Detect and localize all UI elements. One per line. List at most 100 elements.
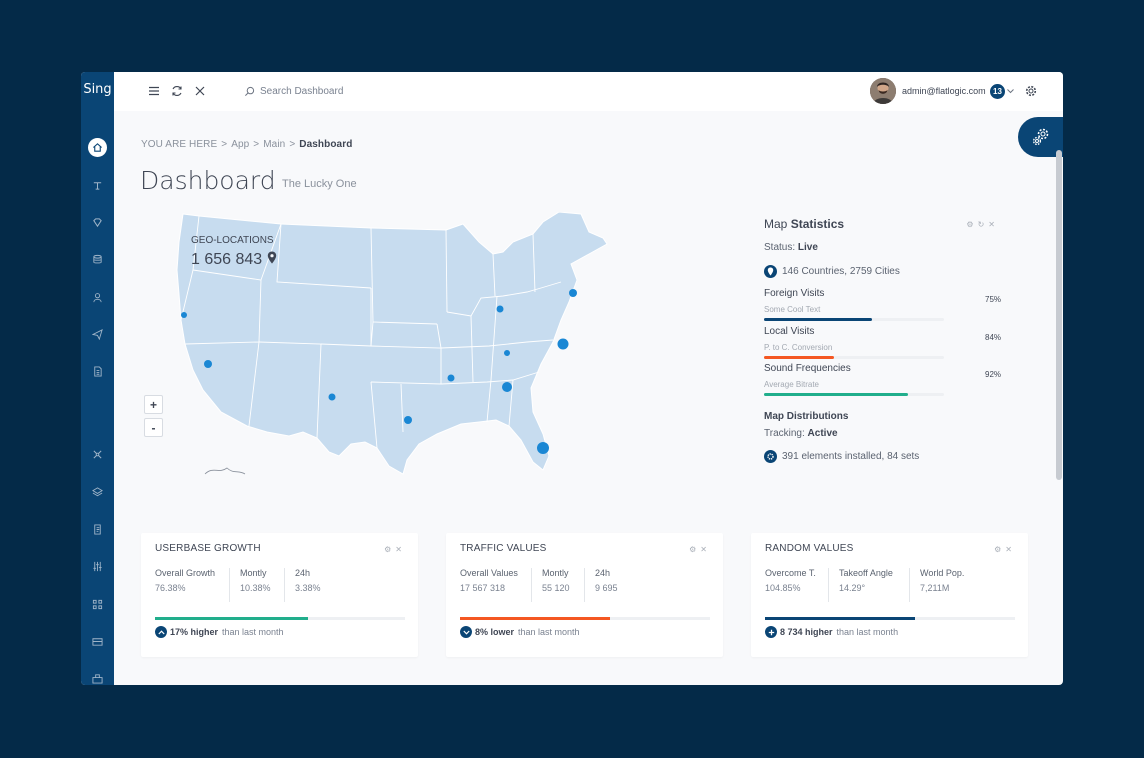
metric-subtext: P. to C. Conversion bbox=[764, 343, 833, 352]
sidebar-item-extra[interactable] bbox=[81, 667, 114, 685]
user-email[interactable]: admin@flatlogic.com bbox=[902, 86, 986, 96]
sliders-icon bbox=[93, 561, 102, 571]
card-title: RANDOM VALUES bbox=[765, 543, 854, 554]
breadcrumb-current: Dashboard bbox=[299, 139, 353, 150]
refresh-icon[interactable] bbox=[170, 84, 184, 98]
settings-icon: ⚙ bbox=[994, 545, 1006, 554]
sidebar-item-dashboard[interactable] bbox=[81, 136, 114, 158]
metric-name: Foreign Visits bbox=[764, 288, 825, 299]
sidebar-item-messages[interactable] bbox=[81, 323, 114, 345]
zoom-in-button[interactable]: + bbox=[144, 395, 163, 414]
geo-locations-label: GEO-LOCATIONS bbox=[191, 235, 274, 246]
close-icon[interactable] bbox=[193, 84, 207, 98]
metric-percent: 92% bbox=[985, 370, 1002, 379]
panel-controls[interactable]: ⚙↻✕ bbox=[966, 220, 999, 229]
settings-icon: ⚙ bbox=[966, 220, 978, 229]
sidebar-item-tools[interactable] bbox=[81, 443, 114, 465]
user-icon bbox=[93, 292, 102, 302]
sidebar-item-tables[interactable] bbox=[81, 630, 114, 652]
close-icon: ✕ bbox=[988, 220, 999, 229]
status-line: Status: Live bbox=[764, 242, 818, 253]
page-title: Dashboard bbox=[140, 166, 276, 195]
stat-column: 24h 9 695 bbox=[584, 568, 618, 602]
breadcrumb-item-main[interactable]: Main bbox=[263, 139, 286, 150]
userbase-growth-card: USERBASE GROWTH ⚙✕ Overall Growth 76.38% … bbox=[141, 533, 418, 657]
settings-icon: ⚙ bbox=[384, 545, 396, 554]
theme-settings-button[interactable] bbox=[1018, 117, 1063, 157]
close-icon: ✕ bbox=[700, 545, 711, 554]
card-controls[interactable]: ⚙✕ bbox=[994, 545, 1016, 554]
avatar[interactable] bbox=[870, 78, 896, 104]
us-map[interactable] bbox=[141, 212, 621, 482]
sidebar-item-profile[interactable] bbox=[81, 286, 114, 308]
stat-column: 24h 3.38% bbox=[284, 568, 321, 602]
chevron-down-icon[interactable] bbox=[1007, 89, 1014, 94]
card-footer: 17% higher than last month bbox=[155, 626, 284, 638]
metric-progress-fill bbox=[764, 356, 835, 359]
tracking-line: Tracking: Active bbox=[764, 428, 838, 439]
stat-column: Montly 55 120 bbox=[531, 568, 570, 602]
settings-gear-icon[interactable] bbox=[1025, 85, 1037, 97]
metric-name: Sound Frequencies bbox=[764, 363, 851, 374]
settings-icon: ⚙ bbox=[689, 545, 701, 554]
close-icon: ✕ bbox=[1005, 545, 1016, 554]
menu-icon[interactable] bbox=[147, 84, 161, 98]
sidebar-item-database[interactable] bbox=[81, 248, 114, 270]
scrollbar[interactable] bbox=[1056, 150, 1062, 480]
metric-subtext: Some Cool Text bbox=[764, 305, 821, 314]
brand-logo[interactable]: Sing bbox=[83, 82, 112, 97]
stat-column: Overall Growth 76.38% bbox=[155, 568, 216, 593]
page-subtitle: The Lucky One bbox=[282, 178, 357, 190]
top-navbar: admin@flatlogic.com 13 bbox=[114, 72, 1063, 111]
metric-subtext: Average Bitrate bbox=[764, 380, 819, 389]
metric-name: Local Visits bbox=[764, 326, 815, 337]
sidebar-item-documents[interactable] bbox=[81, 360, 114, 382]
countries-line: 146 Countries, 2759 Cities bbox=[764, 265, 900, 278]
card-footer: 8 734 higher than last month bbox=[765, 626, 898, 638]
breadcrumb-prefix: YOU ARE HERE bbox=[141, 139, 218, 150]
sidebar-item-controls[interactable] bbox=[81, 555, 114, 577]
notification-badge[interactable]: 13 bbox=[990, 84, 1005, 99]
chevron-up-circle-icon bbox=[155, 626, 167, 638]
metric-percent: 84% bbox=[985, 333, 1002, 342]
search-bar bbox=[244, 83, 410, 99]
table-icon bbox=[92, 637, 103, 646]
search-icon bbox=[245, 86, 255, 96]
box-icon bbox=[92, 673, 103, 684]
sidebar-item-forms[interactable] bbox=[81, 518, 114, 540]
sidebar-item-grid[interactable] bbox=[81, 593, 114, 615]
metric-progress-fill bbox=[764, 318, 872, 321]
diamond-icon bbox=[93, 217, 102, 227]
stat-column: Overall Values 17 567 318 bbox=[460, 568, 518, 593]
card-controls[interactable]: ⚙✕ bbox=[384, 545, 406, 554]
metric-progress-bar bbox=[764, 393, 944, 396]
type-icon bbox=[93, 181, 102, 190]
card-progress-fill bbox=[460, 617, 610, 620]
sidebar-item-components[interactable] bbox=[81, 211, 114, 233]
stat-column: Takeoff Angle 14.29° bbox=[828, 568, 893, 602]
metric-progress-bar bbox=[764, 356, 944, 359]
form-icon bbox=[94, 523, 101, 535]
panel-title: Map Statistics bbox=[764, 217, 845, 231]
map-marker-icon bbox=[267, 251, 276, 264]
sidebar-item-typography[interactable] bbox=[81, 174, 114, 196]
document-icon bbox=[94, 365, 102, 377]
breadcrumb-item-app[interactable]: App bbox=[231, 139, 250, 150]
metric-progress-bar bbox=[764, 318, 944, 321]
send-icon bbox=[92, 328, 103, 340]
metric-percent: 75% bbox=[985, 295, 1002, 304]
sidebar: Sing bbox=[81, 72, 114, 685]
search-input[interactable] bbox=[260, 85, 410, 97]
geo-locations-value: 1 656 843 bbox=[191, 251, 277, 269]
sidebar-item-layers[interactable] bbox=[81, 481, 114, 503]
breadcrumb: YOU ARE HERE > App > Main > Dashboard bbox=[141, 139, 353, 150]
map-statistics-panel: Map Statistics ⚙↻✕ Status: Live 146 Coun… bbox=[764, 217, 1016, 568]
card-progress-bar bbox=[460, 617, 710, 620]
close-icon: ✕ bbox=[395, 545, 406, 554]
location-pin-icon bbox=[764, 265, 777, 278]
distributions-title: Map Distributions bbox=[764, 411, 849, 422]
zoom-out-button[interactable]: - bbox=[144, 418, 163, 437]
refresh-icon: ↻ bbox=[977, 220, 989, 229]
card-controls[interactable]: ⚙✕ bbox=[689, 545, 711, 554]
card-progress-bar bbox=[765, 617, 1015, 620]
